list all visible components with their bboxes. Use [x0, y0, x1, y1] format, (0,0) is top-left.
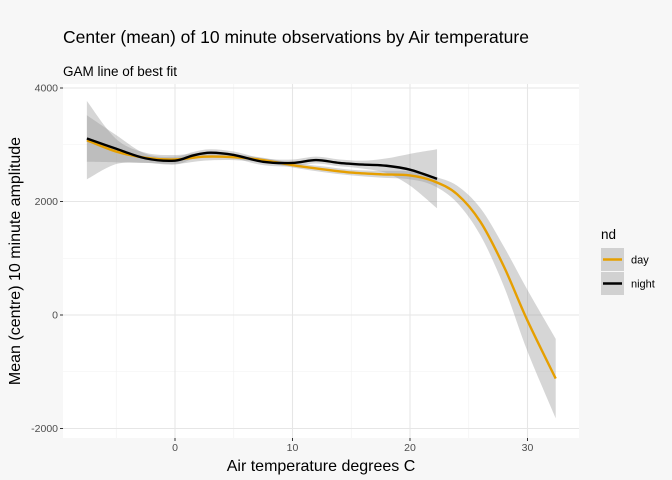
series-lines — [86, 137, 557, 380]
y-tick-label: 0 — [52, 310, 58, 322]
chart-title: Center (mean) of 10 minute observations … — [63, 27, 529, 47]
legend: nd day night — [601, 227, 655, 295]
y-axis-title: Mean (centre) 10 minute amplitude — [7, 137, 24, 385]
legend-label-night: night — [631, 279, 655, 291]
x-tick-label: 10 — [287, 442, 299, 454]
x-tick-label: 0 — [172, 442, 178, 454]
chart-subtitle: GAM line of best fit — [63, 64, 177, 79]
x-axis-title: Air temperature degrees C — [227, 458, 416, 475]
legend-label-day: day — [631, 255, 649, 267]
legend-title: nd — [601, 227, 616, 242]
x-tick-label: 30 — [522, 442, 534, 454]
x-tick-label: 20 — [404, 442, 416, 454]
series-line-day — [86, 139, 557, 380]
confidence-band-day — [86, 101, 556, 419]
plot-panel — [63, 84, 579, 438]
series-line-night — [86, 137, 438, 180]
y-tick-label: 2000 — [35, 196, 59, 208]
grid-lines — [63, 84, 579, 438]
y-tick-label: 4000 — [35, 83, 59, 95]
y-tick-label: -2000 — [31, 423, 58, 435]
axis-ticks: 0 10 20 30 -2000 0 2000 4000 — [31, 83, 533, 455]
